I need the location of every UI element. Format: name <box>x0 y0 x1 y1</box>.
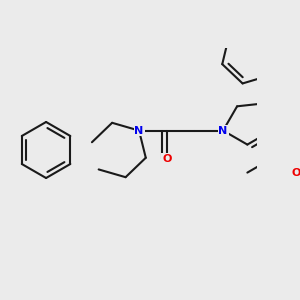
Text: O: O <box>291 168 300 178</box>
Text: N: N <box>218 126 228 136</box>
Text: O: O <box>162 154 172 164</box>
Text: N: N <box>134 126 144 136</box>
